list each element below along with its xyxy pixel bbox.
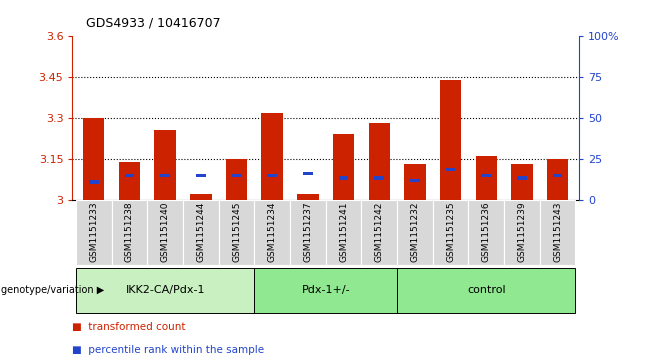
Bar bbox=[124, 174, 134, 177]
Bar bbox=[112, 200, 147, 265]
Bar bbox=[261, 113, 283, 200]
Bar bbox=[333, 134, 354, 200]
Text: ■  transformed count: ■ transformed count bbox=[72, 322, 186, 332]
Text: GSM1151240: GSM1151240 bbox=[161, 201, 170, 262]
Bar bbox=[440, 80, 461, 200]
Text: Pdx-1+/-: Pdx-1+/- bbox=[301, 285, 350, 295]
Bar bbox=[218, 200, 255, 265]
Text: GSM1151232: GSM1151232 bbox=[411, 201, 419, 262]
Bar bbox=[83, 118, 105, 200]
Bar bbox=[196, 174, 206, 177]
Text: GSM1151243: GSM1151243 bbox=[553, 201, 562, 262]
Bar bbox=[433, 200, 468, 265]
Bar bbox=[374, 176, 384, 180]
Text: GSM1151239: GSM1151239 bbox=[517, 201, 526, 262]
Text: IKK2-CA/Pdx-1: IKK2-CA/Pdx-1 bbox=[126, 285, 205, 295]
FancyBboxPatch shape bbox=[397, 268, 576, 313]
Text: GDS4933 / 10416707: GDS4933 / 10416707 bbox=[86, 16, 220, 29]
Text: GSM1151234: GSM1151234 bbox=[268, 201, 277, 262]
Bar bbox=[89, 180, 99, 184]
Bar bbox=[183, 200, 218, 265]
Bar bbox=[511, 164, 533, 200]
Bar bbox=[339, 176, 348, 180]
Bar bbox=[547, 159, 569, 200]
Bar bbox=[540, 200, 576, 265]
Bar bbox=[361, 200, 397, 265]
Bar bbox=[118, 162, 140, 200]
Bar bbox=[504, 200, 540, 265]
Text: GSM1151244: GSM1151244 bbox=[196, 201, 205, 262]
Bar bbox=[404, 164, 426, 200]
Bar bbox=[476, 156, 497, 200]
Text: GSM1151235: GSM1151235 bbox=[446, 201, 455, 262]
Text: ■  percentile rank within the sample: ■ percentile rank within the sample bbox=[72, 345, 265, 355]
Bar bbox=[297, 194, 318, 200]
Text: GSM1151245: GSM1151245 bbox=[232, 201, 241, 262]
Bar bbox=[147, 200, 183, 265]
Bar bbox=[553, 174, 563, 177]
Bar bbox=[161, 174, 170, 177]
Bar bbox=[468, 200, 504, 265]
Bar bbox=[397, 200, 433, 265]
Bar bbox=[410, 179, 420, 182]
Text: GSM1151237: GSM1151237 bbox=[303, 201, 313, 262]
Bar bbox=[368, 123, 390, 200]
Bar bbox=[232, 174, 241, 177]
Bar bbox=[226, 159, 247, 200]
Text: GSM1151242: GSM1151242 bbox=[374, 201, 384, 262]
Text: GSM1151236: GSM1151236 bbox=[482, 201, 491, 262]
Bar bbox=[155, 130, 176, 200]
Bar bbox=[76, 200, 112, 265]
Text: GSM1151233: GSM1151233 bbox=[89, 201, 98, 262]
Text: GSM1151238: GSM1151238 bbox=[125, 201, 134, 262]
Bar bbox=[482, 174, 491, 177]
Bar bbox=[190, 194, 211, 200]
Bar bbox=[290, 200, 326, 265]
FancyBboxPatch shape bbox=[255, 268, 397, 313]
Text: GSM1151241: GSM1151241 bbox=[339, 201, 348, 262]
Bar bbox=[517, 176, 527, 180]
Bar bbox=[255, 200, 290, 265]
Bar bbox=[303, 172, 313, 175]
Bar bbox=[445, 168, 455, 171]
Bar bbox=[326, 200, 361, 265]
Bar bbox=[267, 174, 277, 177]
FancyBboxPatch shape bbox=[76, 268, 255, 313]
Text: control: control bbox=[467, 285, 505, 295]
Text: genotype/variation ▶: genotype/variation ▶ bbox=[1, 285, 104, 295]
